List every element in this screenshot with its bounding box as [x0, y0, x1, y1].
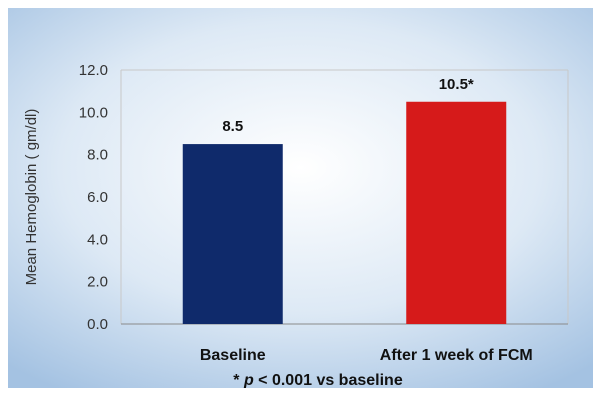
y-axis-ticks: 0.0 2.0 4.0 6.0 8.0 10.0 12.0 [79, 62, 108, 333]
bar-chart: 0.0 2.0 4.0 6.0 8.0 10.0 12.0 8.5 10.5* Baselin… [23, 62, 569, 388]
footnote-suffix: < 0.001 vs baseline [254, 372, 403, 388]
y-tick-label: 8.0 [87, 147, 108, 164]
category-labels: Baseline After 1 week of FCM [200, 347, 533, 364]
bar-data-label: 10.5* [439, 76, 474, 93]
category-label: Baseline [200, 347, 266, 364]
y-tick-label: 12.0 [79, 62, 108, 79]
footnote-italic: p [243, 372, 254, 388]
y-axis-label: Mean Hemoglobin ( gm/dl) [23, 109, 40, 286]
y-tick-label: 10.0 [79, 104, 108, 121]
category-label: After 1 week of FCM [380, 347, 533, 364]
y-tick-label: 0.0 [87, 316, 108, 333]
data-labels: 8.5 10.5* [222, 76, 474, 135]
footnote: * p < 0.001 vs baseline [233, 372, 403, 388]
y-tick-label: 4.0 [87, 231, 108, 248]
bar-0 [182, 144, 283, 324]
y-tick-label: 2.0 [87, 274, 108, 291]
bar-data-label: 8.5 [222, 118, 243, 135]
y-tick-label: 6.0 [87, 189, 108, 206]
footnote-prefix: * [233, 372, 244, 388]
bars [182, 101, 507, 324]
chart-panel: 0.0 2.0 4.0 6.0 8.0 10.0 12.0 8.5 10.5* Baselin… [8, 8, 593, 388]
bar-1 [406, 101, 507, 324]
